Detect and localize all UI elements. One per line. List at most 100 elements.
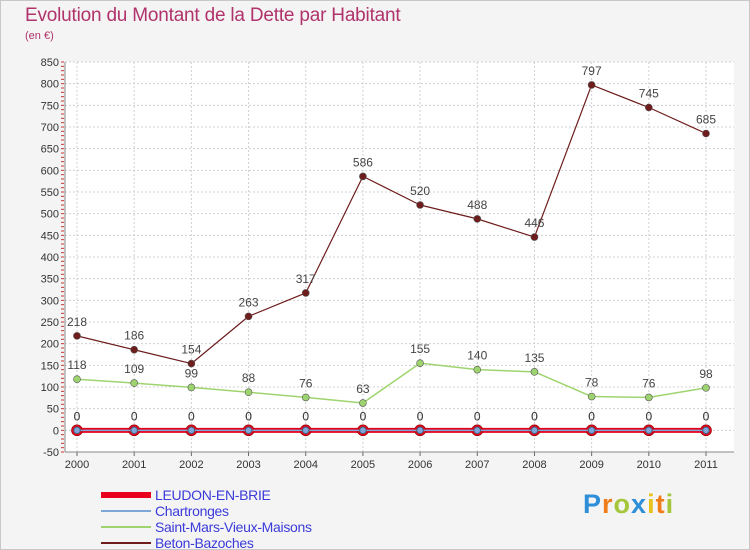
data-point-overlay <box>130 427 138 434</box>
data-point-3 <box>473 215 482 223</box>
legend-label: Chartronges <box>155 503 229 519</box>
legend-swatch <box>101 510 151 512</box>
data-point-3 <box>359 172 367 181</box>
data-point-overlay <box>302 427 310 434</box>
y-tick-label: 300 <box>41 295 59 307</box>
x-tick-label: 2009 <box>579 459 603 471</box>
data-label: 0 <box>188 409 195 423</box>
x-tick-label: 2000 <box>65 459 89 471</box>
data-point-3 <box>645 103 653 112</box>
data-point-3 <box>530 233 539 241</box>
data-label: 155 <box>410 342 430 356</box>
data-label: 446 <box>524 216 544 230</box>
data-point-2 <box>130 379 138 387</box>
data-point-overlay <box>531 427 538 434</box>
legend-label: Beton-Bazoches <box>155 535 254 550</box>
data-point-overlay <box>588 427 595 434</box>
data-label: 0 <box>188 409 195 423</box>
data-point-2 <box>702 384 710 392</box>
y-tick-label: 750 <box>41 100 59 112</box>
data-point-3 <box>244 312 253 321</box>
data-point-3 <box>301 289 310 297</box>
data-point-3 <box>73 332 81 340</box>
y-tick-label: 100 <box>41 382 59 394</box>
data-label: 88 <box>242 371 256 385</box>
data-label: 0 <box>474 409 481 423</box>
data-label: 0 <box>417 409 424 423</box>
data-point-overlay <box>188 427 195 434</box>
data-label: 0 <box>703 409 710 423</box>
data-label: 140 <box>467 349 487 363</box>
data-point-overlay <box>416 427 424 434</box>
series-line-2 <box>76 362 707 404</box>
data-label: 0 <box>131 409 138 423</box>
y-tick-label: 800 <box>41 79 59 91</box>
data-label: 0 <box>360 409 367 423</box>
data-point-2 <box>187 383 196 392</box>
data-point-2 <box>244 388 253 397</box>
data-point-2 <box>416 359 424 367</box>
y-tick-label: 600 <box>41 165 59 177</box>
data-label: 0 <box>645 409 652 423</box>
data-label: 0 <box>588 409 595 423</box>
data-point-2 <box>73 375 81 384</box>
y-tick-label: 650 <box>41 144 59 156</box>
data-label: 797 <box>582 64 602 78</box>
data-point-3 <box>187 359 196 368</box>
data-label: 0 <box>302 409 309 423</box>
data-label: 0 <box>74 409 81 423</box>
data-label: 685 <box>696 113 716 127</box>
data-point-overlay <box>73 427 81 434</box>
data-label: 109 <box>124 362 144 376</box>
grid <box>65 61 734 453</box>
chart-title: Evolution du Montant de la Dette par Hab… <box>25 5 401 26</box>
data-point-overlay <box>645 427 653 434</box>
data-point-2 <box>587 392 596 401</box>
data-point-overlay <box>359 427 367 434</box>
x-tick-label: 2007 <box>465 459 489 471</box>
legend-label: Saint-Mars-Vieux-Maisons <box>155 519 312 535</box>
data-label: 218 <box>67 315 87 329</box>
chart-subtitle: (en €) <box>25 30 54 42</box>
data-label: 135 <box>524 351 544 365</box>
data-label: 76 <box>299 376 313 390</box>
y-tick-label: 450 <box>41 230 59 242</box>
data-label: 186 <box>124 329 144 343</box>
x-tick-label: 2004 <box>293 459 317 471</box>
axes <box>61 61 734 456</box>
data-point-overlay <box>245 427 252 434</box>
x-tick-label: 2003 <box>236 459 260 471</box>
y-tick-label: 400 <box>41 252 59 264</box>
data-point-2 <box>530 368 539 376</box>
y-axis-ticks: -50 0 50 100 150 200 250 300 350 400 450 500 550 600 6… <box>41 57 59 459</box>
x-tick-label: 2001 <box>122 459 146 471</box>
data-label: 263 <box>239 295 259 309</box>
legend-swatch <box>101 526 151 528</box>
data-point-2 <box>359 399 367 407</box>
data-label: 0 <box>131 409 138 423</box>
data-label: 0 <box>588 409 595 423</box>
data-label: 586 <box>353 155 373 169</box>
data-label: 745 <box>639 87 659 101</box>
x-axis-ticks: 2000 2001 2002 2003 2004 2005 2006 2007 2008 2009… <box>65 459 718 471</box>
x-tick-label: 2006 <box>408 459 432 471</box>
proxiti-logo: Proxiti <box>583 489 675 519</box>
y-tick-label: 0 <box>53 425 59 437</box>
data-label: 98 <box>699 367 713 381</box>
x-tick-label: 2002 <box>179 459 203 471</box>
data-point-overlay <box>702 427 710 434</box>
legend-swatch <box>101 492 151 498</box>
data-label: 0 <box>302 409 309 423</box>
data-label: 0 <box>417 409 424 423</box>
y-tick-label: 500 <box>41 209 59 221</box>
data-label: 63 <box>356 382 370 396</box>
data-label: 520 <box>410 184 430 198</box>
data-label: 0 <box>645 409 652 423</box>
data-point-3 <box>702 129 710 138</box>
y-tick-label: 350 <box>41 274 59 286</box>
series-line-3 <box>76 84 707 365</box>
y-tick-label: 200 <box>41 339 59 351</box>
y-tick-label: 550 <box>41 187 59 199</box>
